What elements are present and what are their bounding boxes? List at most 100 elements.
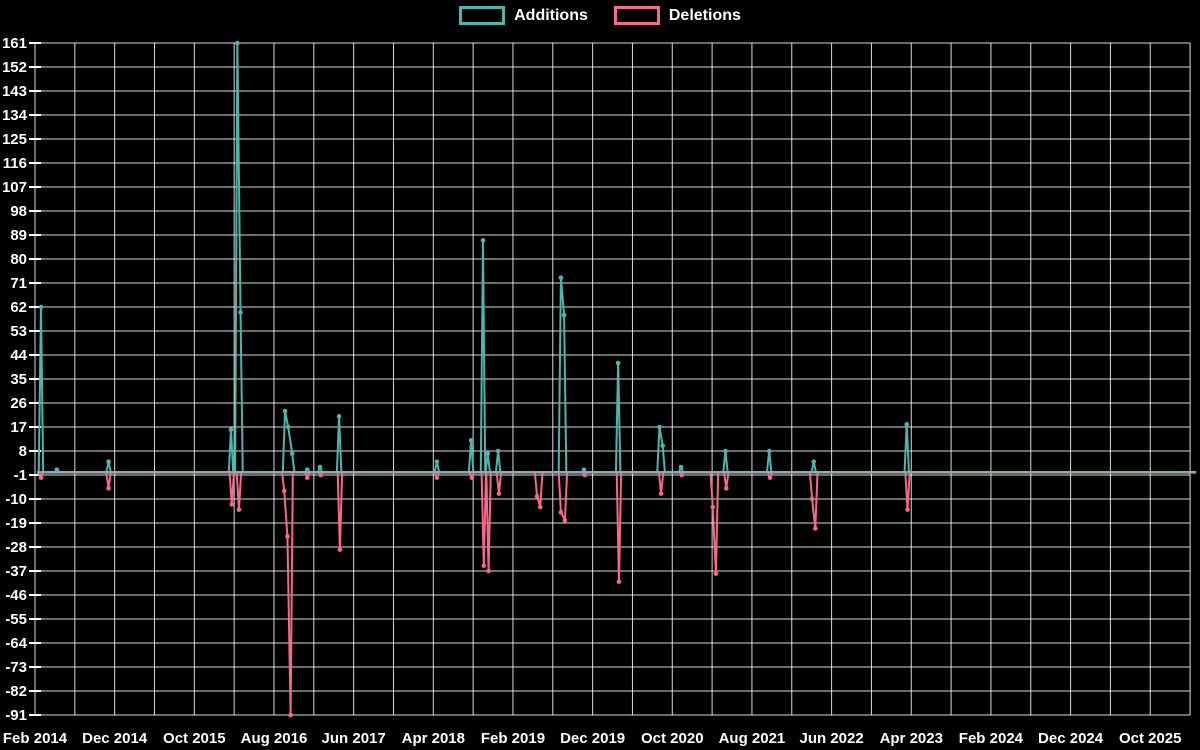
x-tick-label: Apr 2023 (880, 730, 943, 747)
data-point-additions[interactable] (106, 459, 111, 464)
x-tick-label: Aug 2016 (241, 730, 308, 747)
x-tick-label: Dec 2019 (560, 730, 625, 747)
data-point-additions[interactable] (480, 238, 486, 243)
data-point-deletions[interactable] (305, 475, 310, 480)
y-tick-label: -37 (5, 563, 27, 580)
data-point-deletions[interactable] (434, 475, 440, 480)
x-tick-label: Jun 2017 (322, 730, 386, 747)
data-point-deletions[interactable] (481, 563, 487, 568)
data-point-additions[interactable] (811, 459, 817, 464)
data-point-deletions[interactable] (486, 568, 491, 574)
x-tick-label: Apr 2018 (402, 730, 465, 747)
data-point-deletions[interactable] (229, 502, 235, 507)
y-tick-label: 89 (10, 227, 27, 244)
data-point-deletions[interactable] (658, 491, 664, 496)
y-tick-label: 71 (10, 275, 27, 292)
data-point-additions[interactable] (317, 464, 323, 470)
data-point-additions[interactable] (238, 310, 243, 315)
data-point-deletions[interactable] (534, 494, 540, 499)
data-point-deletions[interactable] (496, 491, 502, 496)
data-point-additions[interactable] (336, 414, 342, 419)
data-point-additions[interactable] (228, 427, 234, 432)
x-tick-label: Dec 2014 (82, 730, 148, 747)
y-tick-label: -73 (5, 659, 27, 676)
y-tick-label: 8 (19, 443, 27, 460)
data-point-additions[interactable] (38, 304, 44, 310)
data-point-deletions[interactable] (809, 496, 815, 502)
data-point-deletions[interactable] (767, 475, 773, 480)
x-tick-label: Oct 2025 (1119, 730, 1182, 747)
data-point-additions[interactable] (657, 424, 662, 430)
x-tick-label: Dec 2024 (1038, 730, 1104, 747)
data-point-deletions[interactable] (537, 504, 543, 510)
y-tick-label: 53 (10, 323, 27, 340)
data-point-deletions[interactable] (679, 472, 685, 478)
y-tick-label: -46 (5, 587, 27, 604)
x-tick-label: Feb 2014 (3, 730, 68, 747)
data-point-deletions[interactable] (337, 547, 343, 552)
data-point-deletions[interactable] (236, 507, 242, 512)
data-point-deletions[interactable] (281, 488, 287, 494)
y-tick-label: -55 (5, 611, 27, 628)
series-line-additions (37, 42, 1197, 474)
y-tick-label: 80 (10, 251, 27, 268)
y-tick-label: 152 (2, 59, 27, 76)
data-point-deletions[interactable] (813, 526, 818, 531)
data-point-deletions[interactable] (723, 486, 729, 491)
data-point-additions[interactable] (904, 422, 910, 427)
data-point-deletions[interactable] (558, 510, 564, 515)
legend-item-deletions[interactable]: Deletions (613, 6, 741, 25)
data-point-additions[interactable] (485, 451, 491, 456)
y-tick-label: -1 (14, 467, 27, 484)
y-tick-label: 35 (10, 371, 27, 388)
x-tick-label: Feb 2024 (959, 730, 1024, 747)
data-point-additions[interactable] (766, 448, 772, 454)
data-point-deletions[interactable] (582, 472, 588, 478)
data-point-additions[interactable] (305, 467, 310, 472)
data-point-additions[interactable] (434, 459, 440, 464)
y-tick-label: 62 (10, 299, 27, 316)
data-point-additions[interactable] (468, 438, 474, 443)
data-point-additions[interactable] (581, 467, 587, 472)
data-point-deletions[interactable] (562, 518, 568, 523)
data-point-additions[interactable] (495, 448, 501, 454)
data-point-deletions[interactable] (288, 712, 293, 718)
data-point-additions[interactable] (289, 451, 295, 456)
data-point-additions[interactable] (54, 467, 60, 472)
data-point-additions[interactable] (678, 464, 684, 470)
data-point-additions[interactable] (558, 275, 564, 280)
data-point-additions[interactable] (615, 360, 621, 366)
y-tick-label: -10 (5, 491, 27, 508)
data-point-additions[interactable] (723, 448, 728, 454)
data-point-deletions[interactable] (106, 486, 111, 491)
data-point-deletions[interactable] (318, 472, 324, 478)
y-tick-label: -64 (5, 635, 27, 652)
y-tick-label: 17 (10, 419, 27, 436)
y-tick-label: 143 (2, 83, 27, 100)
x-tick-label: Feb 2019 (481, 730, 545, 747)
y-tick-label: -91 (5, 707, 27, 724)
data-point-deletions[interactable] (616, 579, 622, 584)
y-tick-label: 107 (2, 179, 27, 196)
legend-label-deletions: Deletions (668, 6, 741, 24)
series-line-deletions (37, 471, 1197, 716)
additions-swatch-icon (459, 6, 506, 25)
data-point-additions[interactable] (282, 408, 288, 414)
data-point-additions[interactable] (235, 40, 240, 46)
legend-item-additions[interactable]: Additions (459, 6, 588, 25)
y-tick-label: 44 (10, 347, 27, 364)
y-tick-label: 26 (10, 395, 27, 412)
data-point-additions[interactable] (561, 312, 567, 318)
data-point-deletions[interactable] (713, 571, 719, 576)
y-tick-label: -82 (5, 683, 27, 700)
data-point-deletions[interactable] (38, 475, 44, 480)
y-tick-label: 134 (2, 107, 28, 124)
data-point-deletions[interactable] (905, 507, 910, 512)
x-tick-label: Oct 2015 (163, 730, 226, 747)
data-point-deletions[interactable] (710, 504, 716, 510)
data-point-additions[interactable] (285, 424, 291, 430)
data-point-deletions[interactable] (469, 475, 475, 480)
data-point-additions[interactable] (660, 443, 665, 448)
data-point-deletions[interactable] (285, 534, 290, 539)
